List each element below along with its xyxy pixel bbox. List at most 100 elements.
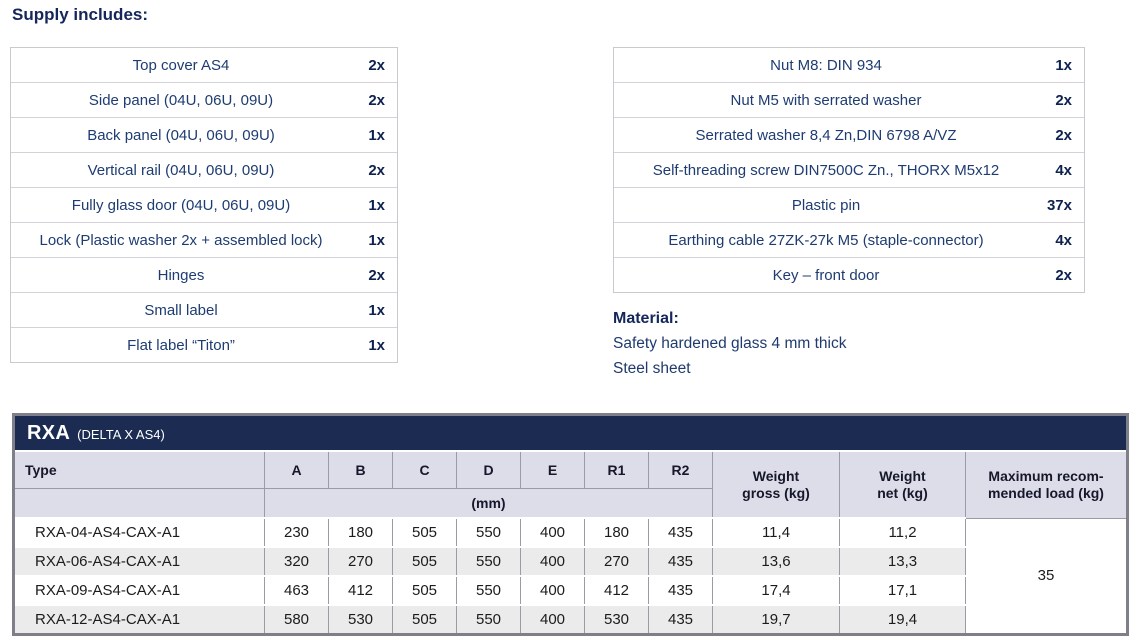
spec-banner: RXA (DELTA X AS4) [12,413,1128,452]
material-line: Steel sheet [613,360,691,377]
col-header-max-load: Maximum recom- mended load (kg) [964,450,1129,519]
supply-item-row: Nut M8: DIN 934 1x [614,48,1084,83]
supply-item-qty: 4x [1055,231,1072,249]
col-header-weight-net-line: Weight [879,467,926,484]
dim-b-cell: 412 [328,575,393,605]
material-section: Material: Safety hardened glass 4 mm thi… [613,310,846,381]
weight-net-cell: 13,3 [839,546,966,576]
dim-a-cell: 230 [264,517,329,547]
supply-item-label: Nut M5 with serrated washer [730,91,922,109]
supply-item-label: Nut M8: DIN 934 [770,56,882,74]
supply-table-right: Nut M8: DIN 934 1x Nut M5 with serrated … [613,47,1085,293]
supply-item-label: Side panel (04U, 06U, 09U) [88,91,274,109]
supply-item-label: Back panel (04U, 06U, 09U) [87,126,275,144]
weight-gross-cell: 13,6 [712,546,840,576]
dim-b-cell: 270 [328,546,393,576]
col-header-weight-net-line: net (kg) [877,484,928,501]
type-cell: RXA-12-AS4-CAX-A1 [13,604,265,635]
supply-item-row: Key – front door 2x [614,258,1084,292]
col-header-r1: R1 [584,450,649,489]
type-cell: RXA-09-AS4-CAX-A1 [13,575,265,605]
weight-gross-cell: 11,4 [712,517,840,547]
dim-e-cell: 400 [520,546,585,576]
supply-item-label: Fully glass door (04U, 06U, 09U) [71,196,291,214]
dim-d-cell: 550 [456,517,521,547]
col-header-max-load-line: mended load (kg) [988,484,1104,501]
col-header-d: D [456,450,521,489]
col-header-r2: R2 [648,450,713,489]
dim-r2-cell: 435 [648,546,713,576]
supply-item-row: Flat label “Titon” 1x [11,328,397,362]
dim-r2-cell: 435 [648,575,713,605]
spec-banner-row: RXA (DELTA X AS4) [12,413,1128,452]
supply-item-qty: 2x [1055,266,1072,284]
supply-item-qty: 1x [368,126,385,144]
col-header-a: A [264,450,329,489]
supply-item-qty: 1x [368,196,385,214]
supply-item-row: Self-threading screw DIN7500C Zn., THORX… [614,153,1084,188]
dim-r2-cell: 435 [648,517,713,547]
material-line: Safety hardened glass 4 mm thick [613,335,847,352]
dim-e-cell: 400 [520,604,585,635]
dim-r1-cell: 530 [584,604,649,635]
supply-item-qty: 1x [1055,56,1072,74]
col-header-type: Type [13,450,265,489]
unit-label: (mm) [264,488,713,519]
spec-subtitle: (DELTA X AS4) [77,426,165,442]
supply-item-label: Top cover AS4 [132,56,230,74]
spec-header-row: Type A B C D E R1 R2 Weight gross (kg) W… [13,450,1129,519]
dim-d-cell: 550 [456,604,521,635]
supply-item-qty: 1x [368,231,385,249]
col-header-weight-gross: Weight gross (kg) [712,450,840,519]
dim-d-cell: 550 [456,575,521,605]
dim-e-cell: 400 [520,517,585,547]
weight-net-cell: 11,2 [839,517,966,547]
dim-e-cell: 400 [520,575,585,605]
supply-item-label: Serrated washer 8,4 Zn,DIN 6798 A/VZ [695,126,957,144]
max-load-cell: 35 [964,517,1128,635]
dim-r2-cell: 435 [648,604,713,635]
supply-item-row: Lock (Plastic washer 2x + assembled lock… [11,223,397,258]
dim-a-cell: 320 [264,546,329,576]
dim-a-cell: 463 [264,575,329,605]
unit-row-empty-cell [13,488,265,519]
supply-item-label: Earthing cable 27ZK-27k M5 (staple-conne… [668,231,984,249]
supply-item-row: Small label 1x [11,293,397,328]
supply-item-label: Small label [144,301,218,319]
dim-c-cell: 505 [392,517,457,547]
supply-item-qty: 1x [368,301,385,319]
supply-item-row: Back panel (04U, 06U, 09U) 1x [11,118,397,153]
supply-item-row: Nut M5 with serrated washer 2x [614,83,1084,118]
supply-item-row: Side panel (04U, 06U, 09U) 2x [11,83,397,118]
col-header-weight-gross-line: gross (kg) [742,484,810,501]
col-header-weight-gross-line: Weight [752,467,800,484]
supply-item-row: Top cover AS4 2x [11,48,397,83]
supply-item-row: Fully glass door (04U, 06U, 09U) 1x [11,188,397,223]
supply-table-left: Top cover AS4 2x Side panel (04U, 06U, 0… [10,47,398,363]
supply-item-row: Vertical rail (04U, 06U, 09U) 2x [11,153,397,188]
supply-item-qty: 2x [368,56,385,74]
supply-item-row: Plastic pin 37x [614,188,1084,223]
spec-table: RXA (DELTA X AS4) Type A B C D E R1 R2 We… [12,413,1130,636]
material-title: Material: [613,310,679,327]
supply-item-qty: 1x [368,336,385,354]
supply-item-qty: 2x [368,91,385,109]
col-header-c: C [392,450,457,489]
col-header-max-load-line: Maximum recom- [988,467,1104,484]
supply-item-row: Earthing cable 27ZK-27k M5 (staple-conne… [614,223,1084,258]
supply-item-qty: 2x [1055,91,1072,109]
supply-item-row: Hinges 2x [11,258,397,293]
weight-gross-cell: 19,7 [712,604,840,635]
supply-item-label: Plastic pin [791,196,861,214]
dim-c-cell: 505 [392,575,457,605]
weight-gross-cell: 17,4 [712,575,840,605]
supply-item-label: Lock (Plastic washer 2x + assembled lock… [39,231,323,249]
supply-item-label: Self-threading screw DIN7500C Zn., THORX… [652,161,1000,179]
supply-item-label: Vertical rail (04U, 06U, 09U) [87,161,275,179]
supply-item-row: Serrated washer 8,4 Zn,DIN 6798 A/VZ 2x [614,118,1084,153]
dim-r1-cell: 270 [584,546,649,576]
dim-d-cell: 550 [456,546,521,576]
supply-item-label: Flat label “Titon” [127,336,235,354]
col-header-e: E [520,450,585,489]
supply-item-qty: 4x [1055,161,1072,179]
